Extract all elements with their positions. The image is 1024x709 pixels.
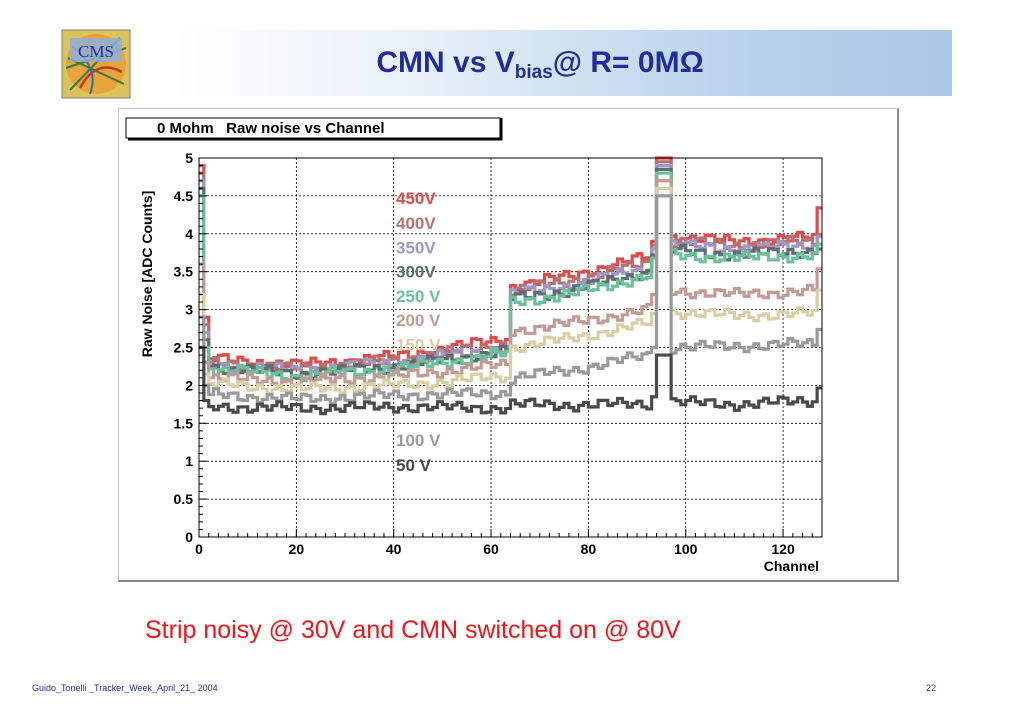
y-tick-label: 3.5 xyxy=(174,264,194,280)
slide-title: CMN vs Vbias@ R= 0MΩ xyxy=(300,46,780,84)
series-label: 50 V xyxy=(396,456,432,475)
x-axis-label: Channel xyxy=(764,558,819,574)
series-label: 100 V xyxy=(396,431,441,450)
series-line xyxy=(199,186,822,396)
slide-title-subscript: bias xyxy=(514,62,553,83)
y-tick-label: 0 xyxy=(185,529,193,545)
series-line xyxy=(199,179,822,389)
x-tick-label: 0 xyxy=(195,541,203,557)
title-band xyxy=(172,30,952,96)
series-label: 350V xyxy=(396,238,436,257)
cms-logo: CMS xyxy=(61,29,131,99)
x-tick-label: 20 xyxy=(289,541,305,557)
series-label: 300V xyxy=(396,263,436,282)
plot-frame: 0 20 40 60 80 100 120 0 0.5 1 1.5 2 2.5 3 3.5 4 4.5 5 450… xyxy=(118,108,899,582)
y-tick-label: 5 xyxy=(185,150,193,166)
series-line xyxy=(199,345,822,416)
slide-title-main: CMN vs V xyxy=(376,46,515,79)
x-tick-label: 80 xyxy=(581,541,597,557)
axes: 0 20 40 60 80 100 120 0 0.5 1 1.5 2 2.5 3 3.5 4 4.5 5 xyxy=(174,150,823,557)
slide-caption: Strip noisy @ 30V and CMN switched on @ … xyxy=(145,616,681,644)
logo-text: CMS xyxy=(78,42,114,61)
series-label: 150 V xyxy=(396,335,441,354)
y-axis-label: Raw Noise [ADC Counts] xyxy=(139,191,155,357)
series-line xyxy=(199,194,822,406)
footer-text: Guido_Tonelli _Tracker_Week_April_21_ 20… xyxy=(32,683,218,693)
page-number: 22 xyxy=(926,683,937,693)
series-group xyxy=(199,156,822,416)
series-label: 200 V xyxy=(396,311,441,330)
y-tick-label: 2 xyxy=(185,377,193,393)
series-label: 450V xyxy=(396,189,436,208)
legend-labels: 450V 400V 350V 300V 250 V 200 V 150 V 100 V 50 V xyxy=(396,189,441,475)
y-tick-label: 0.5 xyxy=(174,491,194,507)
y-tick-label: 1 xyxy=(185,453,193,469)
x-tick-label: 120 xyxy=(771,541,795,557)
x-tick-label: 60 xyxy=(483,541,499,557)
y-tick-label: 3 xyxy=(185,302,193,318)
chart-title-box: 0 Mohm Raw noise vs Channel xyxy=(125,117,503,141)
x-tick-label: 100 xyxy=(674,541,698,557)
y-tick-label: 2.5 xyxy=(174,340,194,356)
chart-title: 0 Mohm Raw noise vs Channel xyxy=(157,120,385,137)
chart: 0 20 40 60 80 100 120 0 0.5 1 1.5 2 2.5 3 3.5 4 4.5 5 450… xyxy=(125,117,823,574)
slide-title-tail: @ R= 0MΩ xyxy=(552,46,704,79)
series-label: 250 V xyxy=(396,287,441,306)
y-tick-label: 4 xyxy=(185,226,193,242)
y-tick-label: 4.5 xyxy=(174,188,194,204)
x-tick-label: 40 xyxy=(386,541,402,557)
series-label: 400V xyxy=(396,214,436,233)
y-tick-label: 1.5 xyxy=(174,415,194,431)
